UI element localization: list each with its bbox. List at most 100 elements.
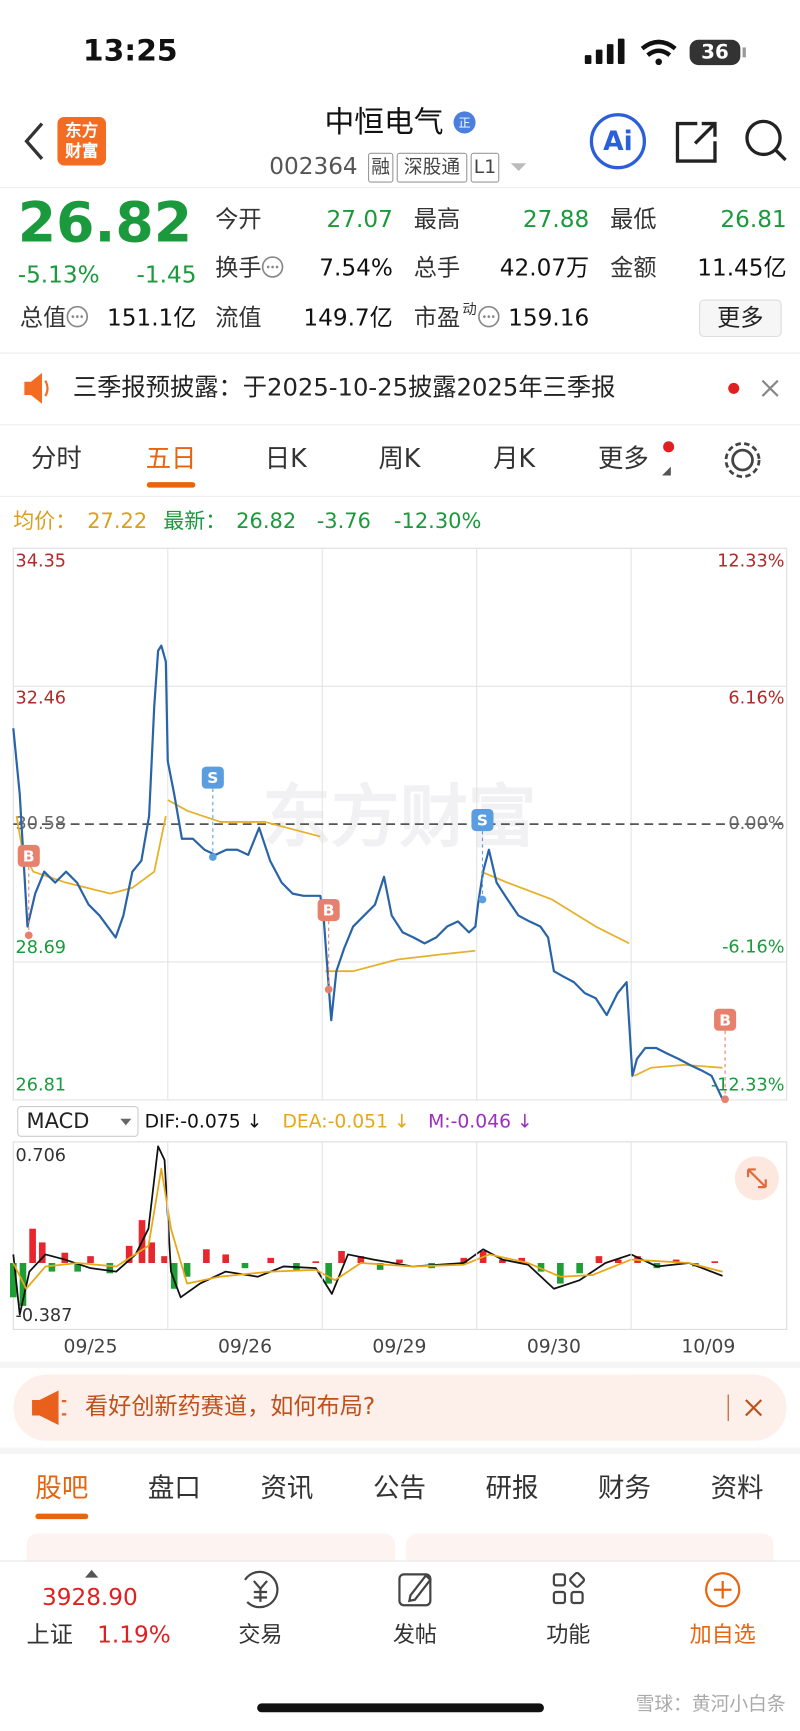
trade-marker[interactable]	[317, 899, 340, 922]
macd-bar	[499, 1259, 506, 1264]
tab-underline	[146, 482, 196, 488]
macd-bar	[74, 1263, 81, 1272]
post-icon	[398, 1573, 432, 1607]
search-button[interactable]	[745, 119, 782, 157]
trade-point	[324, 985, 333, 994]
macd-plot: 0.706 -0.387 09/25 09/26 09/29 09/30 10/09	[10, 1145, 735, 1358]
nav-item[interactable]: 功能	[546, 1623, 590, 1648]
info-icon[interactable]	[66, 305, 89, 328]
legend-entry: DIF:-0.075 ↓	[145, 1112, 263, 1133]
y-tick-label: 34.35	[16, 552, 67, 572]
info-dot	[266, 265, 270, 269]
info-icon[interactable]	[261, 256, 284, 278]
macd-line	[12, 1145, 723, 1316]
trade-marker[interactable]	[471, 809, 494, 832]
indicator-select[interactable]	[17, 1106, 139, 1137]
tab[interactable]: 月K	[493, 443, 536, 473]
info-icon[interactable]	[478, 305, 500, 328]
bottom-tab[interactable]: 资讯	[260, 1473, 313, 1504]
index-value[interactable]: 3928.90	[42, 1585, 138, 1611]
status-time: 13:25	[83, 33, 178, 68]
bottom-tab[interactable]: 公告	[373, 1473, 426, 1504]
badge-text: 正	[458, 116, 470, 130]
macd-bar	[460, 1257, 468, 1264]
stat-value: 42.07万	[500, 256, 589, 282]
y2-tick-label: -6.16%	[722, 938, 784, 958]
macd-bar	[711, 1261, 719, 1264]
bottom-tab[interactable]: 股吧	[35, 1473, 88, 1504]
badge	[453, 111, 476, 134]
bottom-tab[interactable]: 研报	[486, 1473, 539, 1504]
tab[interactable]: 分时	[31, 443, 82, 473]
stat-value: 151.1亿	[107, 305, 196, 331]
trade-point	[24, 931, 33, 940]
nav-item[interactable]: 加自选	[690, 1623, 756, 1648]
bottom-tab[interactable]: 资料	[711, 1473, 764, 1504]
trade-marker[interactable]	[714, 1008, 737, 1031]
info-dot	[483, 315, 486, 318]
macd-bar	[125, 1245, 133, 1264]
indicator-arrow	[120, 1118, 132, 1126]
tab[interactable]: 日K	[265, 443, 308, 473]
bottom-tab[interactable]: 盘口	[148, 1473, 201, 1504]
macd-bar	[38, 1242, 46, 1264]
add-watch-icon	[705, 1572, 741, 1608]
watermark: 雪球：黄河小白条	[636, 1693, 786, 1715]
tab[interactable]: 五日	[146, 443, 197, 473]
macd-bar	[537, 1263, 545, 1272]
expand-icon	[746, 1168, 767, 1189]
stat-value: 26.81	[720, 207, 786, 233]
index-name: 上证	[27, 1623, 73, 1649]
macd-line	[12, 1167, 723, 1290]
macd-bar	[183, 1263, 191, 1277]
signal-icon	[584, 38, 625, 64]
y2-tick-label: 12.33%	[717, 552, 784, 572]
close-notice[interactable]	[761, 379, 779, 397]
trade-marker[interactable]	[201, 766, 224, 789]
index-change: 1.19%	[97, 1623, 171, 1649]
price: 26.82	[18, 191, 192, 255]
macd-bar	[376, 1263, 384, 1270]
banner[interactable]	[13, 1374, 787, 1441]
settings-button[interactable]	[731, 448, 754, 472]
x-tick-label: 09/30	[527, 1337, 581, 1358]
macd-bar	[672, 1259, 680, 1264]
trade-marker[interactable]	[17, 844, 40, 867]
share-button[interactable]	[675, 121, 717, 163]
macd-bar	[267, 1257, 275, 1264]
y-tick-label: -0.387	[16, 1306, 73, 1326]
dropdown-arrow[interactable]	[510, 163, 527, 172]
trade-marker-label: B	[323, 902, 335, 920]
index-arrow	[85, 1569, 99, 1578]
nav-item[interactable]: 交易	[238, 1623, 282, 1648]
latest-value: 26.82	[236, 509, 296, 533]
stat-value: 27.88	[523, 207, 589, 233]
wifi-dot	[655, 58, 663, 66]
macd-bar	[576, 1263, 583, 1274]
info-dot	[487, 315, 491, 318]
tag-box	[470, 152, 500, 183]
y2-tick-label: 6.16%	[728, 688, 784, 708]
macd-bar	[338, 1250, 345, 1264]
wifi-icon	[640, 39, 677, 57]
tab[interactable]: 周K	[378, 443, 421, 473]
trade-point	[721, 1095, 729, 1104]
macd-bar	[312, 1261, 320, 1264]
trade-marker-label: S	[477, 812, 488, 830]
tab[interactable]: 更多	[598, 443, 649, 473]
stat-value: 27.07	[327, 207, 393, 233]
macd-bar	[325, 1263, 332, 1284]
bottom-tab[interactable]: 财务	[598, 1473, 651, 1504]
logo-text: 财富	[64, 141, 98, 161]
macd-bar	[29, 1228, 36, 1264]
more-button[interactable]	[698, 299, 782, 338]
notice-text[interactable]: 三季报预披露：于2025-10-25披露2025年三季报	[73, 372, 616, 401]
nav-item[interactable]: 发帖	[393, 1623, 437, 1648]
ai-button[interactable]	[589, 113, 647, 170]
back-button[interactable]	[24, 122, 44, 160]
macd-bar	[357, 1256, 365, 1264]
banner-close[interactable]	[745, 1399, 763, 1417]
info-dot	[80, 315, 84, 318]
